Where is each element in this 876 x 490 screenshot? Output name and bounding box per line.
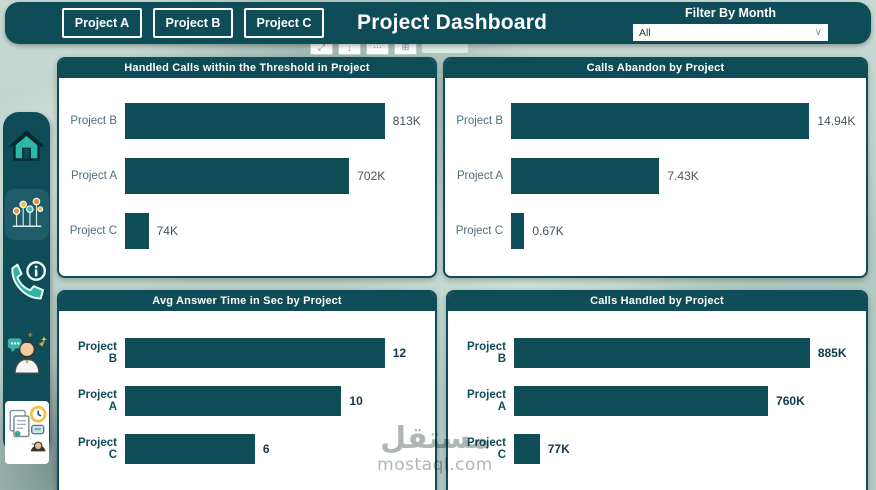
bar-track: 813K bbox=[125, 103, 427, 139]
bar-track: 760K bbox=[514, 386, 858, 416]
sidebar-nav: + ✦ bbox=[3, 112, 50, 464]
chart-row: Project B 813K bbox=[69, 103, 427, 139]
bar-project-c[interactable] bbox=[125, 213, 149, 249]
bar-track: 77K bbox=[514, 434, 858, 464]
chart-row: Project C 77K bbox=[458, 434, 858, 464]
chevron-down-icon: ∨ bbox=[814, 26, 822, 38]
bar-project-a[interactable] bbox=[125, 386, 342, 416]
month-filter-dropdown[interactable]: All ∨ bbox=[633, 24, 828, 41]
chart-card-calls-abandon: Calls Abandon by Project Project B 14.94K… bbox=[443, 57, 868, 278]
category-label: Project C bbox=[69, 225, 117, 237]
bar-track: 0.67K bbox=[511, 213, 858, 249]
chart-title: Handled Calls within the Threshold in Pr… bbox=[59, 59, 435, 78]
chart-row: Project B 12 bbox=[69, 338, 427, 368]
value-label: 760K bbox=[776, 394, 805, 408]
bar-project-b[interactable] bbox=[125, 338, 385, 368]
svg-text:+: + bbox=[27, 330, 32, 339]
sidebar-item-reports[interactable] bbox=[4, 401, 49, 464]
chart-card-handled-threshold: Handled Calls within the Threshold in Pr… bbox=[57, 57, 437, 278]
sidebar-item-analytics[interactable] bbox=[4, 189, 49, 240]
bar-project-c[interactable] bbox=[125, 434, 255, 464]
filter-label: Filter By Month bbox=[685, 6, 776, 20]
chart-row: Project A 702K bbox=[69, 158, 427, 194]
category-label: Project A bbox=[78, 389, 117, 413]
chart-plot-area: Project B 885K Project A 760K Project C 77K bbox=[448, 311, 866, 472]
page-title: Project Dashboard bbox=[357, 11, 548, 34]
month-filter: Filter By Month All ∨ bbox=[633, 6, 828, 41]
bar-track: 10 bbox=[125, 386, 427, 416]
app-header: Project A Project B Project C Project Da… bbox=[5, 2, 871, 44]
chart-row: Project B 885K bbox=[458, 338, 858, 368]
bar-track: 885K bbox=[514, 338, 858, 368]
bar-track: 702K bbox=[125, 158, 427, 194]
category-label: Project B bbox=[467, 341, 506, 365]
chart-row: Project C 0.67K bbox=[455, 213, 858, 249]
project-a-button[interactable]: Project A bbox=[62, 8, 142, 38]
project-b-button[interactable]: Project B bbox=[153, 8, 233, 38]
bar-project-b[interactable] bbox=[125, 103, 385, 139]
sidebar-item-calls[interactable] bbox=[6, 259, 48, 310]
value-label: 14.94K bbox=[817, 114, 856, 128]
support-agent-icon: + ✦ bbox=[6, 329, 48, 382]
chart-row: Project A 7.43K bbox=[455, 158, 858, 194]
category-label: Project A bbox=[70, 170, 117, 182]
chart-card-avg-answer-time: Avg Answer Time in Sec by Project Projec… bbox=[57, 290, 437, 490]
value-label: 813K bbox=[392, 114, 421, 128]
chart-row: Project C 74K bbox=[69, 213, 427, 249]
value-label: 74K bbox=[156, 224, 178, 238]
value-label: 7.43K bbox=[667, 169, 699, 183]
bar-project-c[interactable] bbox=[511, 213, 525, 249]
category-label: Project A bbox=[456, 170, 503, 182]
category-label: Project B bbox=[456, 115, 503, 127]
value-label: 77K bbox=[547, 442, 570, 456]
chart-row: Project A 760K bbox=[458, 386, 858, 416]
bar-track: 6 bbox=[125, 434, 427, 464]
bar-track: 74K bbox=[125, 213, 427, 249]
bar-project-b[interactable] bbox=[514, 338, 810, 368]
category-label: Project B bbox=[70, 115, 117, 127]
svg-text:✦: ✦ bbox=[40, 335, 46, 344]
sidebar-item-agents[interactable]: + ✦ bbox=[6, 329, 48, 382]
home-icon bbox=[8, 128, 45, 170]
chart-row: Project A 10 bbox=[69, 386, 427, 416]
category-label: Project C bbox=[467, 437, 506, 461]
chart-row: Project B 14.94K bbox=[455, 103, 858, 139]
sidebar-item-home[interactable] bbox=[8, 128, 45, 170]
bar-project-c[interactable] bbox=[514, 434, 540, 464]
filter-selected-value: All bbox=[639, 26, 651, 39]
project-c-button[interactable]: Project C bbox=[244, 8, 324, 38]
category-label: Project A bbox=[467, 389, 506, 413]
bar-track: 12 bbox=[125, 338, 427, 368]
bar-track: 7.43K bbox=[511, 158, 858, 194]
chart-title: Calls Handled by Project bbox=[448, 292, 866, 311]
value-label: 702K bbox=[357, 169, 386, 183]
bar-project-b[interactable] bbox=[511, 103, 810, 139]
bar-project-a[interactable] bbox=[511, 158, 660, 194]
report-clock-icon bbox=[7, 403, 47, 462]
category-label: Project C bbox=[78, 437, 117, 461]
chart-card-calls-handled: Calls Handled by Project Project B 885K Pr… bbox=[446, 290, 868, 490]
chart-plot-area: Project B 14.94K Project A 7.43K Project C 0.… bbox=[445, 78, 866, 257]
category-label: Project C bbox=[455, 225, 503, 237]
value-label: 6 bbox=[262, 442, 270, 456]
bar-project-a[interactable] bbox=[125, 158, 350, 194]
value-label: 12 bbox=[392, 346, 407, 360]
bar-project-a[interactable] bbox=[514, 386, 769, 416]
scatter-chart-icon bbox=[8, 192, 46, 237]
chart-title: Avg Answer Time in Sec by Project bbox=[59, 292, 435, 311]
value-label: 885K bbox=[817, 346, 847, 360]
chart-plot-area: Project B 12 Project A 10 Project C 6 bbox=[59, 311, 435, 472]
value-label: 10 bbox=[349, 394, 363, 408]
value-label: 0.67K bbox=[532, 224, 564, 238]
chart-row: Project C 6 bbox=[69, 434, 427, 464]
chart-plot-area: Project B 813K Project A 702K Project C 74K bbox=[59, 78, 435, 257]
bar-track: 14.94K bbox=[511, 103, 858, 139]
chart-title: Calls Abandon by Project bbox=[445, 59, 866, 78]
category-label: Project B bbox=[78, 341, 117, 365]
phone-info-icon bbox=[6, 259, 48, 310]
